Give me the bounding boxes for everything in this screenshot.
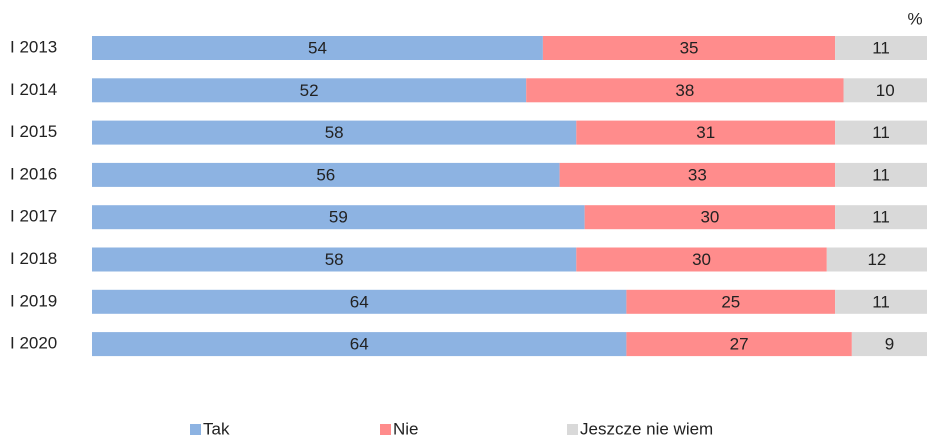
data-label: 27 <box>730 335 749 354</box>
data-label: 59 <box>329 208 348 227</box>
bar-segment <box>843 78 927 103</box>
data-label: 9 <box>885 335 894 354</box>
legend-swatch <box>190 424 201 435</box>
data-label: 30 <box>700 208 719 227</box>
bar-segment <box>92 247 577 272</box>
data-label: 11 <box>872 208 890 227</box>
bar-segment <box>92 120 577 145</box>
data-label: 30 <box>692 250 711 269</box>
data-label: 25 <box>721 292 740 311</box>
legend-label: Nie <box>393 419 419 438</box>
data-label: 10 <box>876 81 895 100</box>
bar-segment <box>576 247 827 272</box>
data-label: 52 <box>300 81 319 100</box>
y-tick-label: I 2019 <box>10 291 57 310</box>
data-label: 11 <box>872 123 890 142</box>
y-tick-label: I 2018 <box>10 249 57 268</box>
data-label: 64 <box>350 292 369 311</box>
bar-segment <box>626 332 852 357</box>
y-tick-label: I 2015 <box>10 122 57 141</box>
bar-segment <box>92 332 627 357</box>
bar-segment <box>92 36 543 60</box>
bar-segment <box>835 205 927 230</box>
bar-segment <box>851 332 927 357</box>
data-label: 31 <box>696 123 715 142</box>
unit-label: % <box>907 9 922 28</box>
data-label: 11 <box>872 38 890 57</box>
bar-segment <box>92 162 560 187</box>
bar-segment <box>92 205 585 230</box>
data-label: 11 <box>872 292 890 311</box>
bar-segment <box>835 162 927 187</box>
y-tick-label: I 2020 <box>10 334 57 353</box>
data-label: 38 <box>675 81 694 100</box>
y-tick-label: I 2016 <box>10 164 57 183</box>
data-label: 54 <box>308 38 327 57</box>
data-label: 56 <box>316 165 335 184</box>
data-label: 64 <box>350 335 369 354</box>
bar-segment <box>626 289 836 314</box>
bar-segment <box>835 289 927 314</box>
bar-segment <box>576 120 836 145</box>
data-label: 35 <box>680 38 699 57</box>
bar-segment <box>559 162 836 187</box>
legend-label: Jeszcze nie wiem <box>580 419 713 438</box>
y-tick-label: I 2014 <box>10 80 57 99</box>
data-label: 33 <box>688 165 707 184</box>
bar-segment <box>826 247 927 272</box>
data-label: 58 <box>325 123 344 142</box>
bar-segment <box>584 205 836 230</box>
bar-segment <box>542 36 836 60</box>
bar-segment <box>92 78 527 103</box>
legend-swatch <box>380 424 391 435</box>
bar-segment <box>92 289 627 314</box>
bar-segment <box>526 78 844 103</box>
legend-swatch <box>567 424 578 435</box>
bar-segment <box>835 36 927 60</box>
y-tick-label: I 2013 <box>10 37 57 56</box>
data-label: 11 <box>872 165 890 184</box>
data-label: 12 <box>867 250 886 269</box>
y-tick-label: I 2017 <box>10 207 57 226</box>
bar-segment <box>835 120 927 145</box>
legend-label: Tak <box>203 419 230 438</box>
data-label: 58 <box>325 250 344 269</box>
